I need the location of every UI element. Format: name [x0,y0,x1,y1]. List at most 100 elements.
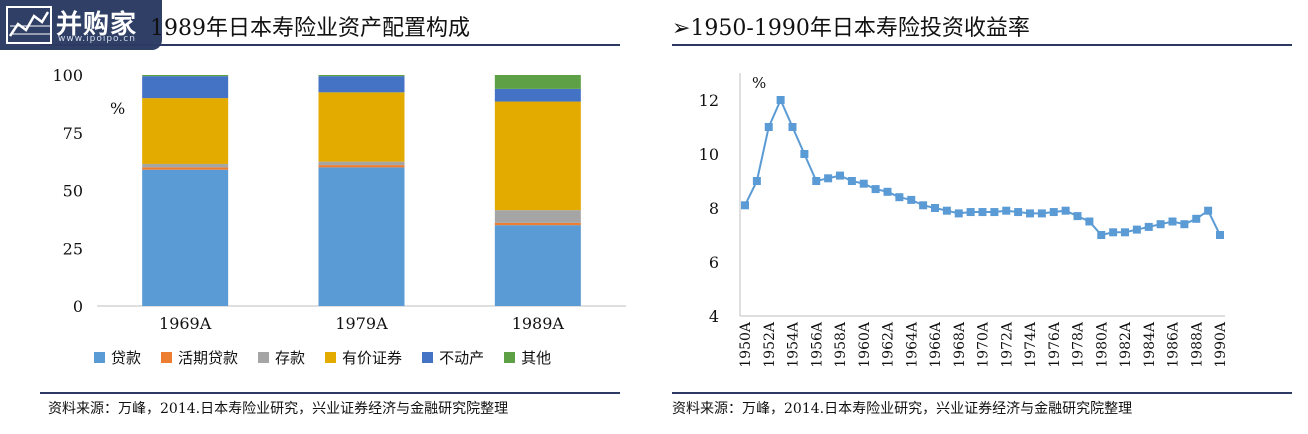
bar-segment [318,167,405,306]
legend-label: 存款 [275,349,306,367]
yield-data-point [1204,206,1213,215]
line-x-tick-label: 1956A [809,321,825,368]
line-x-tick-label: 1988A [1189,321,1205,368]
yield-data-point [812,177,821,185]
bar-segment [494,75,581,89]
yield-data-point [1192,214,1201,223]
line-y-tick-label: 6 [709,253,719,272]
legend-item: 存款 [258,347,305,368]
line-x-tick-label: 1962A [881,321,897,368]
yield-data-point [1109,228,1118,237]
yield-data-point [978,208,987,217]
bar-segment [142,163,229,168]
investment-yield-line-chart: 4 6 8 10 12% 1950A 1952A 1954A 1956A 1958A 1960A 19… [699,73,1229,368]
bar-segment [142,169,229,306]
chart-logo-icon [6,6,52,44]
bar-y-tick-label: 25 [63,239,83,258]
bar-segment [142,75,229,77]
bar-category-label: 1989A [512,314,565,333]
yield-data-point [907,195,916,204]
yield-data-point [1168,217,1177,226]
legend-swatch [325,352,337,363]
bar-segment [318,92,405,162]
yield-data-point [788,123,797,131]
yield-data-point [1121,228,1129,237]
legend-label: 其他 [521,349,552,367]
line-y-tick-label: 8 [709,199,719,218]
yield-data-point [776,96,785,104]
line-x-tick-label: 1972A [999,321,1015,368]
legend-item: 不动产 [422,347,484,368]
line-x-tick-label: 1964A [904,321,920,368]
line-y-tick-label: 10 [699,145,719,164]
bar-category-label: 1969A [159,314,212,333]
bar-category-label: 1979A [335,314,388,333]
bar-y-tick-label: 0 [73,297,83,316]
line-x-tick-label: 1982A [1118,321,1134,368]
yield-data-point [1037,209,1046,218]
yield-data-point [1085,217,1094,226]
yield-data-point [824,174,833,183]
line-x-tick-label: 1952A [762,321,778,368]
bar-y-tick-label: 100 [52,66,83,85]
bar-segment [142,167,229,170]
left-footer-rule [40,392,620,394]
bar-segment [494,88,581,102]
yield-data-point [1216,231,1224,239]
bar-segment [318,75,405,77]
line-y-tick-label: 4 [709,307,719,326]
yield-data-point [966,208,975,217]
yield-data-point [931,204,939,212]
line-x-tick-label: 1954A [786,321,802,368]
yield-data-point [859,179,868,188]
yield-data-point [847,177,856,185]
yield-data-point [1097,231,1106,239]
right-footer-rule [672,392,1292,394]
right-chart-title: ➢1950-1990年日本寿险投资收益率 [672,10,1030,42]
bar-segment [494,225,581,306]
bar-segment [318,161,405,166]
right-source-note: 资料来源：万峰，2014.日本寿险业研究，兴业证券经济与金融研究院整理 [672,401,1133,417]
bar-y-axis-unit: % [110,99,125,118]
left-source-note: 资料来源：万峰，2014.日本寿险业研究，兴业证券经济与金融研究院整理 [48,401,509,417]
yield-data-point [942,206,951,215]
yield-data-point [990,208,999,217]
line-x-tick-label: 1958A [833,321,849,368]
line-x-tick-label: 1980A [1094,321,1110,368]
line-x-tick-label: 1950A [738,321,754,368]
yield-data-point [1014,208,1023,217]
legend-item: 贷款 [94,347,141,368]
yield-data-point [1049,208,1058,217]
left-chart-title: 1989年日本寿险业资产配置构成 [150,16,470,41]
line-x-tick-label: 1990A [1213,321,1229,368]
logo-brand-text: 并购家 [56,10,138,40]
yield-data-point [1144,222,1153,231]
yield-data-point [954,209,963,218]
legend-label: 不动产 [439,349,485,367]
yield-data-point [836,171,844,180]
yield-data-point [741,201,749,210]
bar-y-tick-label: 50 [63,182,83,201]
line-x-tick-label: 1986A [1166,321,1182,368]
line-x-tick-label: 1974A [1023,321,1039,368]
yield-data-point [1132,225,1141,234]
bar-segment [142,98,229,164]
bar-chart-legend: 贷款 活期贷款 存款 有价证券 不动产 其他 [94,347,551,368]
yield-data-point [1002,206,1011,215]
line-y-axis-unit: % [752,74,766,92]
line-x-tick-label: 1970A [976,321,992,368]
yield-data-point [883,187,892,196]
yield-data-point [919,201,928,210]
bar-y-tick-label: 75 [63,124,83,143]
line-x-tick-label: 1984A [1142,321,1158,368]
line-x-tick-label: 1966A [928,321,944,368]
asset-allocation-bar-chart: 0 25 50 75 100% 1969A 1979A 1989A [52,66,626,333]
legend-swatch [422,352,434,363]
bar-segment [318,165,405,168]
brand-logo: 并购家 www.ipoipo.cn [0,0,162,50]
yield-data-point [764,123,773,131]
legend-item: 其他 [504,347,551,368]
yield-data-point [1026,209,1034,218]
yield-data-point [1073,212,1082,221]
line-x-tick-label: 1978A [1071,321,1087,368]
